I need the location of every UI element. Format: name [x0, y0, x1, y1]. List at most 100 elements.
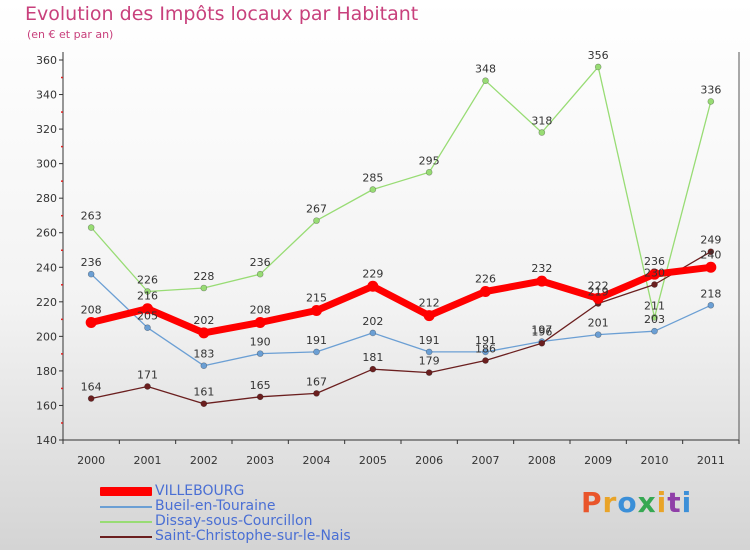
data-point-bueil-en-touraine [594, 331, 602, 338]
y-minor-tick [61, 422, 63, 424]
data-point-bueil-en-touraine [425, 348, 433, 356]
data-label-villebourg: 215 [306, 291, 327, 304]
data-point-villebourg [85, 317, 97, 329]
data-label-villebourg: 240 [700, 248, 721, 261]
legend-item-dissay-sous-courcillon: Dissay-sous-Courcillon [100, 514, 351, 529]
chart-title: Evolution des Impôts locaux par Habitant [25, 3, 419, 25]
series-line-saint-christophe-sur-le-nais [90, 251, 712, 405]
data-label-villebourg: 232 [531, 262, 552, 275]
data-point-dissay-sous-courcillon [594, 63, 602, 71]
data-point-dissay-sous-courcillon [482, 77, 489, 85]
data-label-bueil-en-touraine: 202 [362, 315, 383, 328]
data-label-bueil-en-touraine: 191 [306, 334, 327, 347]
data-point-bueil-en-touraine [707, 301, 715, 309]
data-label-dissay-sous-courcillon: 285 [362, 172, 383, 185]
y-tick-label: 320 [36, 123, 57, 136]
legend-label: VILLEBOURG [155, 483, 245, 499]
data-point-dissay-sous-courcillon [538, 129, 546, 136]
y-tick-label: 240 [36, 261, 57, 274]
data-label-dissay-sous-courcillon: 236 [250, 256, 271, 269]
data-point-dissay-sous-courcillon [425, 168, 433, 176]
data-label-dissay-sous-courcillon: 348 [475, 63, 496, 76]
data-label-dissay-sous-courcillon: 211 [644, 299, 665, 312]
data-point-villebourg [536, 275, 548, 287]
y-tick-label: 300 [36, 158, 57, 171]
data-label-bueil-en-touraine: 218 [700, 287, 721, 300]
y-tick-label: 160 [36, 399, 57, 412]
y-minor-tick [61, 249, 63, 251]
legend-item-villebourg: VILLEBOURG [100, 484, 351, 499]
y-minor-tick [61, 145, 63, 148]
data-point-saint-christophe-sur-le-nais [425, 369, 433, 376]
data-label-bueil-en-touraine: 191 [475, 334, 496, 347]
x-tick-label: 2007 [472, 454, 500, 467]
y-tick-label: 360 [36, 54, 57, 67]
data-label-villebourg: 208 [81, 304, 102, 317]
data-point-villebourg [423, 310, 435, 322]
data-label-saint-christophe-sur-le-nais: 181 [362, 351, 383, 364]
data-label-saint-christophe-sur-le-nais: 167 [306, 375, 327, 388]
data-point-dissay-sous-courcillon [651, 314, 658, 321]
logo-letter: t [667, 486, 682, 519]
data-point-villebourg [705, 261, 717, 273]
data-label-bueil-en-touraine: 197 [531, 324, 552, 337]
x-tick-label: 2008 [528, 454, 556, 467]
data-label-saint-christophe-sur-le-nais: 230 [644, 267, 665, 280]
x-tick-label: 2003 [246, 454, 274, 467]
data-point-bueil-en-touraine [482, 348, 489, 356]
series-line-dissay-sous-courcillon [90, 66, 712, 319]
data-label-dissay-sous-courcillon: 226 [137, 273, 158, 286]
legend-label: Dissay-sous-Courcillon [155, 513, 313, 529]
data-label-saint-christophe-sur-le-nais: 164 [81, 381, 102, 394]
data-point-dissay-sous-courcillon [87, 224, 95, 231]
data-label-dissay-sous-courcillon: 336 [700, 83, 721, 96]
data-point-villebourg [198, 327, 210, 339]
x-tick-label: 2006 [415, 454, 443, 467]
data-label-villebourg: 216 [137, 290, 158, 303]
x-tick-label: 2011 [697, 454, 725, 467]
y-minor-tick [61, 180, 63, 182]
data-label-bueil-en-touraine: 201 [588, 317, 609, 330]
chart-legend: VILLEBOURG Bueil-en-Touraine Dissay-sous… [100, 484, 351, 544]
data-label-bueil-en-touraine: 205 [137, 310, 158, 323]
logo-letter: i [681, 486, 693, 519]
data-point-villebourg [142, 303, 153, 315]
y-minor-tick [61, 284, 63, 286]
data-label-villebourg: 208 [250, 304, 271, 317]
data-label-saint-christophe-sur-le-nais: 179 [419, 355, 440, 368]
series-line-villebourg [87, 263, 715, 337]
x-tick-label: 2009 [584, 454, 612, 467]
legend-swatch [100, 487, 152, 496]
data-label-dissay-sous-courcillon: 318 [531, 115, 552, 128]
y-minor-tick [61, 318, 63, 321]
y-tick-label: 260 [36, 227, 57, 240]
data-point-dissay-sous-courcillon [256, 270, 264, 278]
data-point-bueil-en-touraine [144, 324, 151, 332]
data-label-dissay-sous-courcillon: 267 [306, 203, 327, 216]
data-point-saint-christophe-sur-le-nais [87, 395, 95, 402]
chart-subtitle: (en € et par an) [27, 28, 114, 41]
data-label-bueil-en-touraine: 191 [419, 334, 440, 347]
data-point-bueil-en-touraine [651, 327, 658, 335]
chart-axes: 140 160 180 200 220 240 260 280 300 320 340 360 2000… [36, 52, 740, 467]
legend-label: Bueil-en-Touraine [155, 498, 276, 514]
data-label-villebourg: 226 [475, 272, 496, 285]
x-tick-label: 2002 [190, 454, 218, 467]
legend-label: Saint-Christophe-sur-le-Nais [155, 528, 351, 544]
x-tick-label: 2010 [641, 454, 669, 467]
legend-swatch [100, 505, 152, 508]
data-point-saint-christophe-sur-le-nais [482, 357, 489, 364]
data-label-saint-christophe-sur-le-nais: 249 [700, 234, 721, 247]
data-label-bueil-en-touraine: 183 [193, 348, 214, 361]
data-point-saint-christophe-sur-le-nais [369, 365, 377, 373]
data-label-dissay-sous-courcillon: 263 [81, 210, 102, 223]
data-label-bueil-en-touraine: 236 [81, 256, 102, 269]
data-point-villebourg [480, 285, 491, 297]
data-label-saint-christophe-sur-le-nais: 196 [531, 325, 552, 338]
data-point-saint-christophe-sur-le-nais [707, 248, 715, 256]
data-label-bueil-en-touraine: 203 [644, 313, 665, 326]
data-point-saint-christophe-sur-le-nais [200, 400, 208, 408]
data-point-saint-christophe-sur-le-nais [256, 393, 264, 401]
data-point-dissay-sous-courcillon [144, 288, 151, 295]
